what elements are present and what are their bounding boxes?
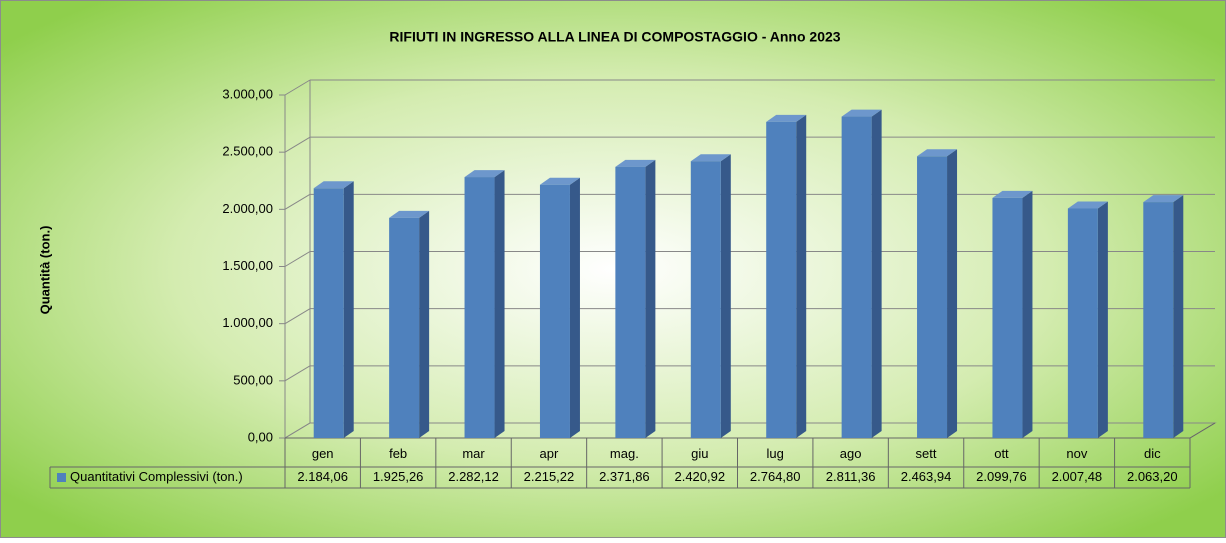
data-table-value: 1.925,26 xyxy=(373,469,424,484)
bar-top xyxy=(539,177,580,185)
grid-line-side xyxy=(284,365,311,382)
bar-side xyxy=(494,170,505,438)
x-tick-label: mar xyxy=(462,446,485,461)
x-tick-label: mag. xyxy=(610,446,639,461)
bar xyxy=(1143,202,1174,438)
bar xyxy=(992,197,1023,438)
grid-line-side xyxy=(284,308,311,325)
bar-side xyxy=(947,149,958,438)
chart-title: RIFIUTI IN INGRESSO ALLA LINEA DI COMPOS… xyxy=(389,29,840,45)
bar-side xyxy=(419,210,430,438)
bar xyxy=(766,121,797,438)
bar-top xyxy=(615,159,656,167)
data-table-value: 2.099,76 xyxy=(976,469,1027,484)
bar xyxy=(917,156,948,438)
y-tick-label: 2.500,00 xyxy=(222,144,273,159)
bar-side xyxy=(796,114,807,438)
x-tick-label: feb xyxy=(389,446,407,461)
data-table-value: 2.215,22 xyxy=(524,469,575,484)
bar-top xyxy=(917,149,958,157)
legend-label: Quantitativi Complessivi (ton.) xyxy=(70,469,243,484)
bar-top xyxy=(389,210,430,218)
data-table-value: 2.371,86 xyxy=(599,469,650,484)
bar-side xyxy=(871,109,882,438)
bar-side xyxy=(569,177,580,439)
x-tick-label: dic xyxy=(1144,446,1161,461)
bar xyxy=(464,177,495,438)
data-table-value: 2.764,80 xyxy=(750,469,801,484)
grid-line-side xyxy=(284,193,311,210)
bar-side xyxy=(1022,190,1033,438)
bar xyxy=(1067,208,1098,438)
bar-top xyxy=(1143,195,1184,203)
bar-top xyxy=(841,109,882,117)
data-table-value: 2.063,20 xyxy=(1127,469,1178,484)
bar-top xyxy=(1067,201,1108,209)
bar-side xyxy=(1173,195,1184,438)
bar-side xyxy=(720,154,731,439)
bar xyxy=(841,116,872,438)
y-tick-label: 0,00 xyxy=(248,429,273,444)
grid-line-side xyxy=(284,422,311,439)
bar-top xyxy=(313,181,354,189)
bar-top xyxy=(464,170,505,178)
legend-key xyxy=(57,473,66,482)
bar xyxy=(539,184,570,438)
data-table-value: 2.463,94 xyxy=(901,469,952,484)
bar xyxy=(615,166,646,439)
data-table-value: 2.811,36 xyxy=(826,469,876,484)
x-tick-label: ott xyxy=(994,446,1009,461)
data-table-value: 2.282,12 xyxy=(448,469,499,484)
data-table-value: 2.007,48 xyxy=(1052,469,1103,484)
y-tick-label: 1.000,00 xyxy=(222,315,273,330)
y-tick-label: 2.000,00 xyxy=(222,201,273,216)
bar-top xyxy=(766,114,807,122)
bar-top xyxy=(690,154,731,162)
y-axis-title: Quantità (ton.) xyxy=(37,226,52,315)
x-tick-label: ago xyxy=(840,446,862,461)
y-tick-label: 1.500,00 xyxy=(222,258,273,273)
grid-line-side xyxy=(284,136,311,153)
bar xyxy=(389,217,420,438)
table-line xyxy=(1189,422,1216,439)
x-tick-label: nov xyxy=(1066,446,1087,461)
y-tick-label: 500,00 xyxy=(233,372,273,387)
bar xyxy=(690,161,721,439)
x-tick-label: gen xyxy=(312,446,334,461)
bar-side xyxy=(645,159,656,439)
bar-side xyxy=(343,181,354,439)
grid-line-side xyxy=(284,79,311,96)
x-tick-label: giu xyxy=(691,446,708,461)
grid-line-side xyxy=(284,251,311,267)
data-table-value: 2.184,06 xyxy=(297,469,348,484)
x-tick-label: sett xyxy=(916,446,937,461)
bar-side xyxy=(1097,201,1108,438)
data-table-value: 2.420,92 xyxy=(674,469,725,484)
x-tick-label: apr xyxy=(540,446,559,461)
x-tick-label: lug xyxy=(767,446,784,461)
bar-top xyxy=(992,190,1033,198)
bar xyxy=(313,188,344,438)
y-tick-label: 3.000,00 xyxy=(222,86,273,101)
